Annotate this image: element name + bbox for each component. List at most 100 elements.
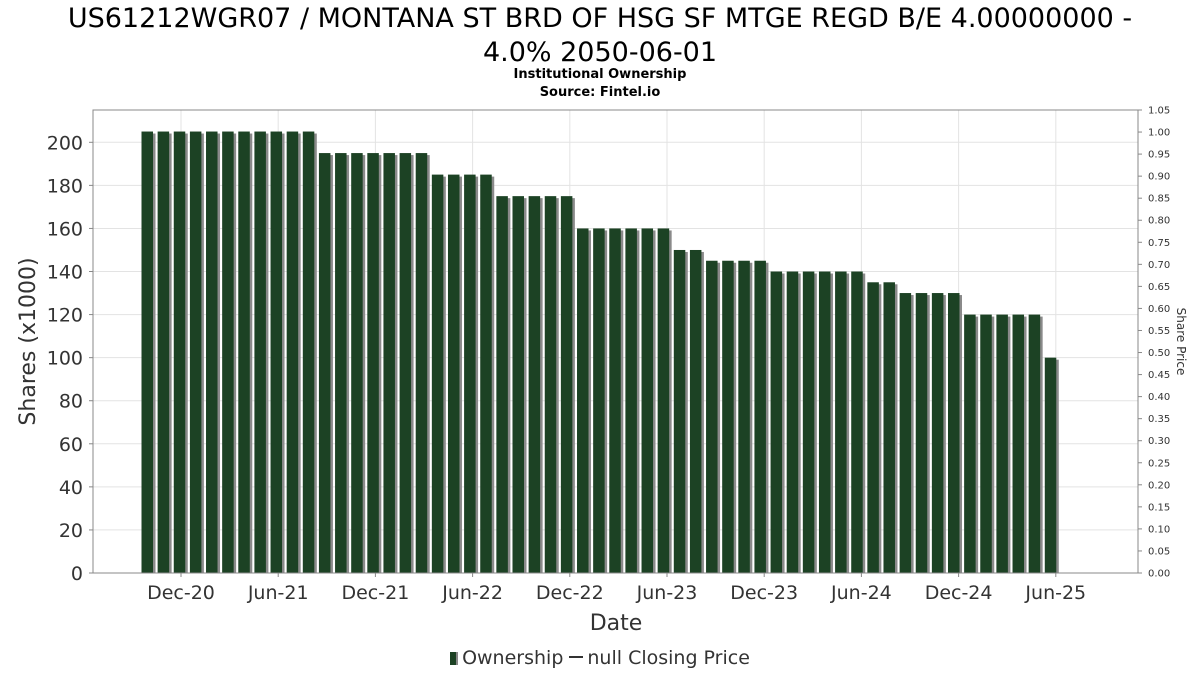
y-tick-label: 60 — [59, 434, 83, 456]
ownership-bar — [835, 271, 847, 573]
ownership-bar — [996, 314, 1008, 573]
ownership-bar — [964, 314, 976, 573]
ownership-bar — [786, 271, 799, 573]
legend-ownership-swatch — [450, 652, 459, 665]
ownership-bar — [609, 228, 621, 573]
chart-legend: Ownership null Closing Price — [0, 647, 1200, 669]
ownership-bar — [415, 153, 428, 573]
ownership-bar — [1012, 314, 1025, 573]
ownership-bar — [351, 153, 363, 573]
ownership-bar — [883, 282, 895, 573]
x-tick-label: Dec-22 — [536, 582, 604, 604]
y2-tick-label: 0.60 — [1148, 304, 1170, 315]
y2-tick-label: 0.80 — [1148, 216, 1170, 227]
ownership-bar — [867, 282, 879, 573]
ownership-bar — [673, 249, 686, 573]
ownership-bar — [770, 271, 783, 573]
chart-title: US61212WGR07 / MONTANA ST BRD OF HSG SF … — [0, 2, 1200, 70]
ownership-bar — [931, 293, 944, 573]
y-tick-label: 20 — [59, 520, 83, 542]
ownership-bar — [222, 131, 234, 573]
ownership-bar — [270, 131, 283, 573]
x-tick-label: Dec-21 — [341, 582, 409, 604]
y2-tick-label: 1.00 — [1148, 128, 1170, 139]
ownership-bar — [286, 131, 299, 573]
y2-tick-label: 0.95 — [1148, 150, 1170, 161]
ownership-bar — [754, 260, 766, 573]
x-tick-label: Jun-23 — [636, 582, 698, 604]
ownership-bar — [625, 228, 637, 573]
y2-tick-label: 0.30 — [1148, 436, 1170, 447]
ownership-bar — [915, 293, 928, 573]
ownership-bar — [818, 271, 831, 573]
y2-tick-label: 0.40 — [1148, 392, 1170, 403]
ownership-bar — [899, 293, 912, 573]
y2-tick-label: 0.70 — [1148, 260, 1170, 271]
ownership-bar — [367, 153, 379, 573]
y-tick-label: 40 — [59, 477, 83, 499]
x-tick-label: Jun-25 — [1024, 582, 1086, 604]
ownership-bar — [383, 153, 395, 573]
ownership-bar — [689, 249, 702, 573]
y2-tick-label: 1.05 — [1148, 106, 1170, 117]
ownership-bar — [480, 174, 492, 573]
ownership-bar — [738, 260, 750, 573]
y-tick-label: 80 — [59, 391, 83, 413]
ownership-bar — [206, 131, 218, 573]
y2-tick-label: 0.15 — [1148, 502, 1170, 513]
y-tick-label: 160 — [47, 218, 83, 240]
ownership-bar — [447, 174, 460, 573]
ownership-bar — [157, 131, 170, 573]
ownership-bar — [851, 271, 863, 573]
y2-tick-label: 0.05 — [1148, 546, 1170, 557]
ownership-chart: 0 20 40 60 80 100 120 140 160 180 200 0.00 0.05 0.10 0… — [16, 106, 1188, 637]
ownership-bar — [657, 228, 670, 573]
chart-title-line1: US61212WGR07 / MONTANA ST BRD OF HSG SF … — [67, 3, 1133, 34]
ownership-bar — [802, 271, 815, 573]
y2-tick-label: 0.50 — [1148, 348, 1170, 359]
x-tick-label: Dec-20 — [147, 582, 215, 604]
x-tick-label: Jun-24 — [830, 582, 892, 604]
ownership-bar — [318, 153, 331, 573]
x-axis-label: Date — [590, 611, 643, 636]
y2-tick-label: 0.65 — [1148, 282, 1170, 293]
ownership-bar — [577, 228, 589, 573]
ownership-bar — [335, 153, 347, 573]
x-tick-label: Jun-21 — [247, 582, 309, 604]
ownership-bar — [528, 196, 541, 574]
y-tick-label: 140 — [47, 262, 83, 284]
y-tick-label: 120 — [47, 305, 83, 327]
legend-ownership-label: Ownership — [462, 647, 564, 669]
ownership-bar — [189, 131, 202, 573]
x-tick-label: Dec-24 — [925, 582, 993, 604]
y2-tick-label: 0.10 — [1148, 524, 1170, 535]
ownership-bar — [464, 174, 476, 573]
ownership-bar — [948, 293, 960, 573]
y2-tick-label: 0.25 — [1148, 458, 1170, 469]
y2-tick-label: 0.20 — [1148, 480, 1170, 491]
ownership-bar — [560, 196, 573, 574]
y-axis-label: Shares (x1000) — [16, 257, 41, 425]
x-tick-label: Dec-23 — [730, 582, 798, 604]
y-tick-label: 100 — [47, 348, 83, 370]
legend-price-line — [569, 656, 584, 658]
ownership-bar — [1044, 357, 1057, 573]
ownership-bar — [431, 174, 444, 573]
x-tick-label: Jun-22 — [441, 582, 503, 604]
y2-tick-label: 0.45 — [1148, 370, 1170, 381]
ownership-bar — [544, 196, 557, 574]
ownership-bar — [302, 131, 315, 573]
y2-tick-label: 0.85 — [1148, 194, 1170, 205]
ownership-bar — [706, 260, 718, 573]
y2-tick-label: 0.55 — [1148, 326, 1170, 337]
chart-subtitle: Institutional Ownership — [513, 67, 687, 82]
y2-axis-label: Share Price — [1174, 308, 1188, 376]
ownership-bar — [512, 196, 524, 574]
y2-tick-label: 0.75 — [1148, 238, 1170, 249]
chart-title-line2: 4.0% 2050-06-01 — [482, 37, 718, 68]
y2-tick-label: 0.00 — [1148, 569, 1170, 580]
legend-price-label: null Closing Price — [587, 647, 750, 669]
ownership-bar — [1028, 314, 1041, 573]
ownership-bar — [593, 228, 605, 573]
ownership-bar — [399, 153, 412, 573]
